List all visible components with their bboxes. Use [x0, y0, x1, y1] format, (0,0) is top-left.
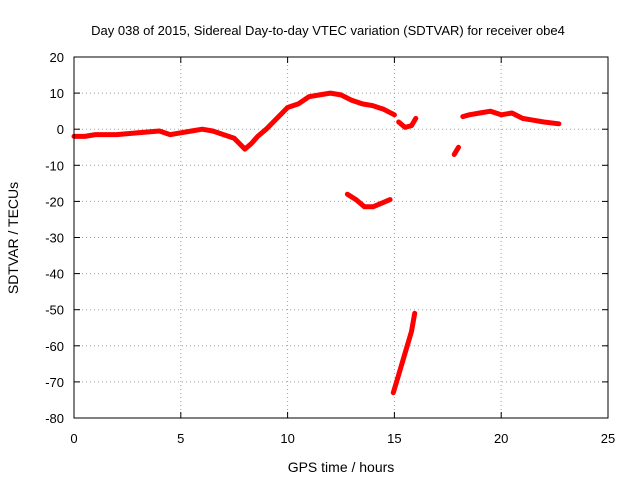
series-main-arc — [71, 90, 397, 152]
axis-ticks: 0 5 10 15 20 25 -80 -70 -60 -50 -40 -30 -20 -10 0 10 20 — [45, 50, 615, 446]
y-axis-label: SDTVAR / TECUs — [5, 182, 21, 294]
series-arc-15h — [396, 115, 419, 130]
x-tick-label: 0 — [70, 431, 77, 446]
y-tick-label: -10 — [45, 158, 64, 173]
series-arc-drop — [390, 310, 418, 396]
series-arc-dip — [344, 191, 393, 210]
y-tick-label: -20 — [45, 194, 64, 209]
y-tick-label: 0 — [57, 122, 64, 137]
y-tick-label: 10 — [50, 86, 64, 101]
plot-series — [71, 90, 562, 396]
y-tick-label: -60 — [45, 339, 64, 354]
series-arc-late — [460, 108, 562, 127]
y-tick-label: -80 — [45, 411, 64, 426]
y-tick-label: -40 — [45, 267, 64, 282]
x-tick-label: 15 — [387, 431, 401, 446]
chart-title: Day 038 of 2015, Sidereal Day-to-day VTE… — [91, 23, 565, 38]
grid — [74, 57, 608, 418]
x-tick-label: 20 — [494, 431, 508, 446]
x-tick-label: 25 — [601, 431, 615, 446]
x-tick-label: 5 — [177, 431, 184, 446]
series-arc-short — [451, 144, 461, 157]
x-axis-label: GPS time / hours — [288, 459, 395, 475]
y-tick-label: -50 — [45, 303, 64, 318]
y-tick-label: -30 — [45, 231, 64, 246]
x-tick-label: 10 — [280, 431, 294, 446]
y-tick-label: 20 — [50, 50, 64, 65]
y-tick-label: -70 — [45, 375, 64, 390]
